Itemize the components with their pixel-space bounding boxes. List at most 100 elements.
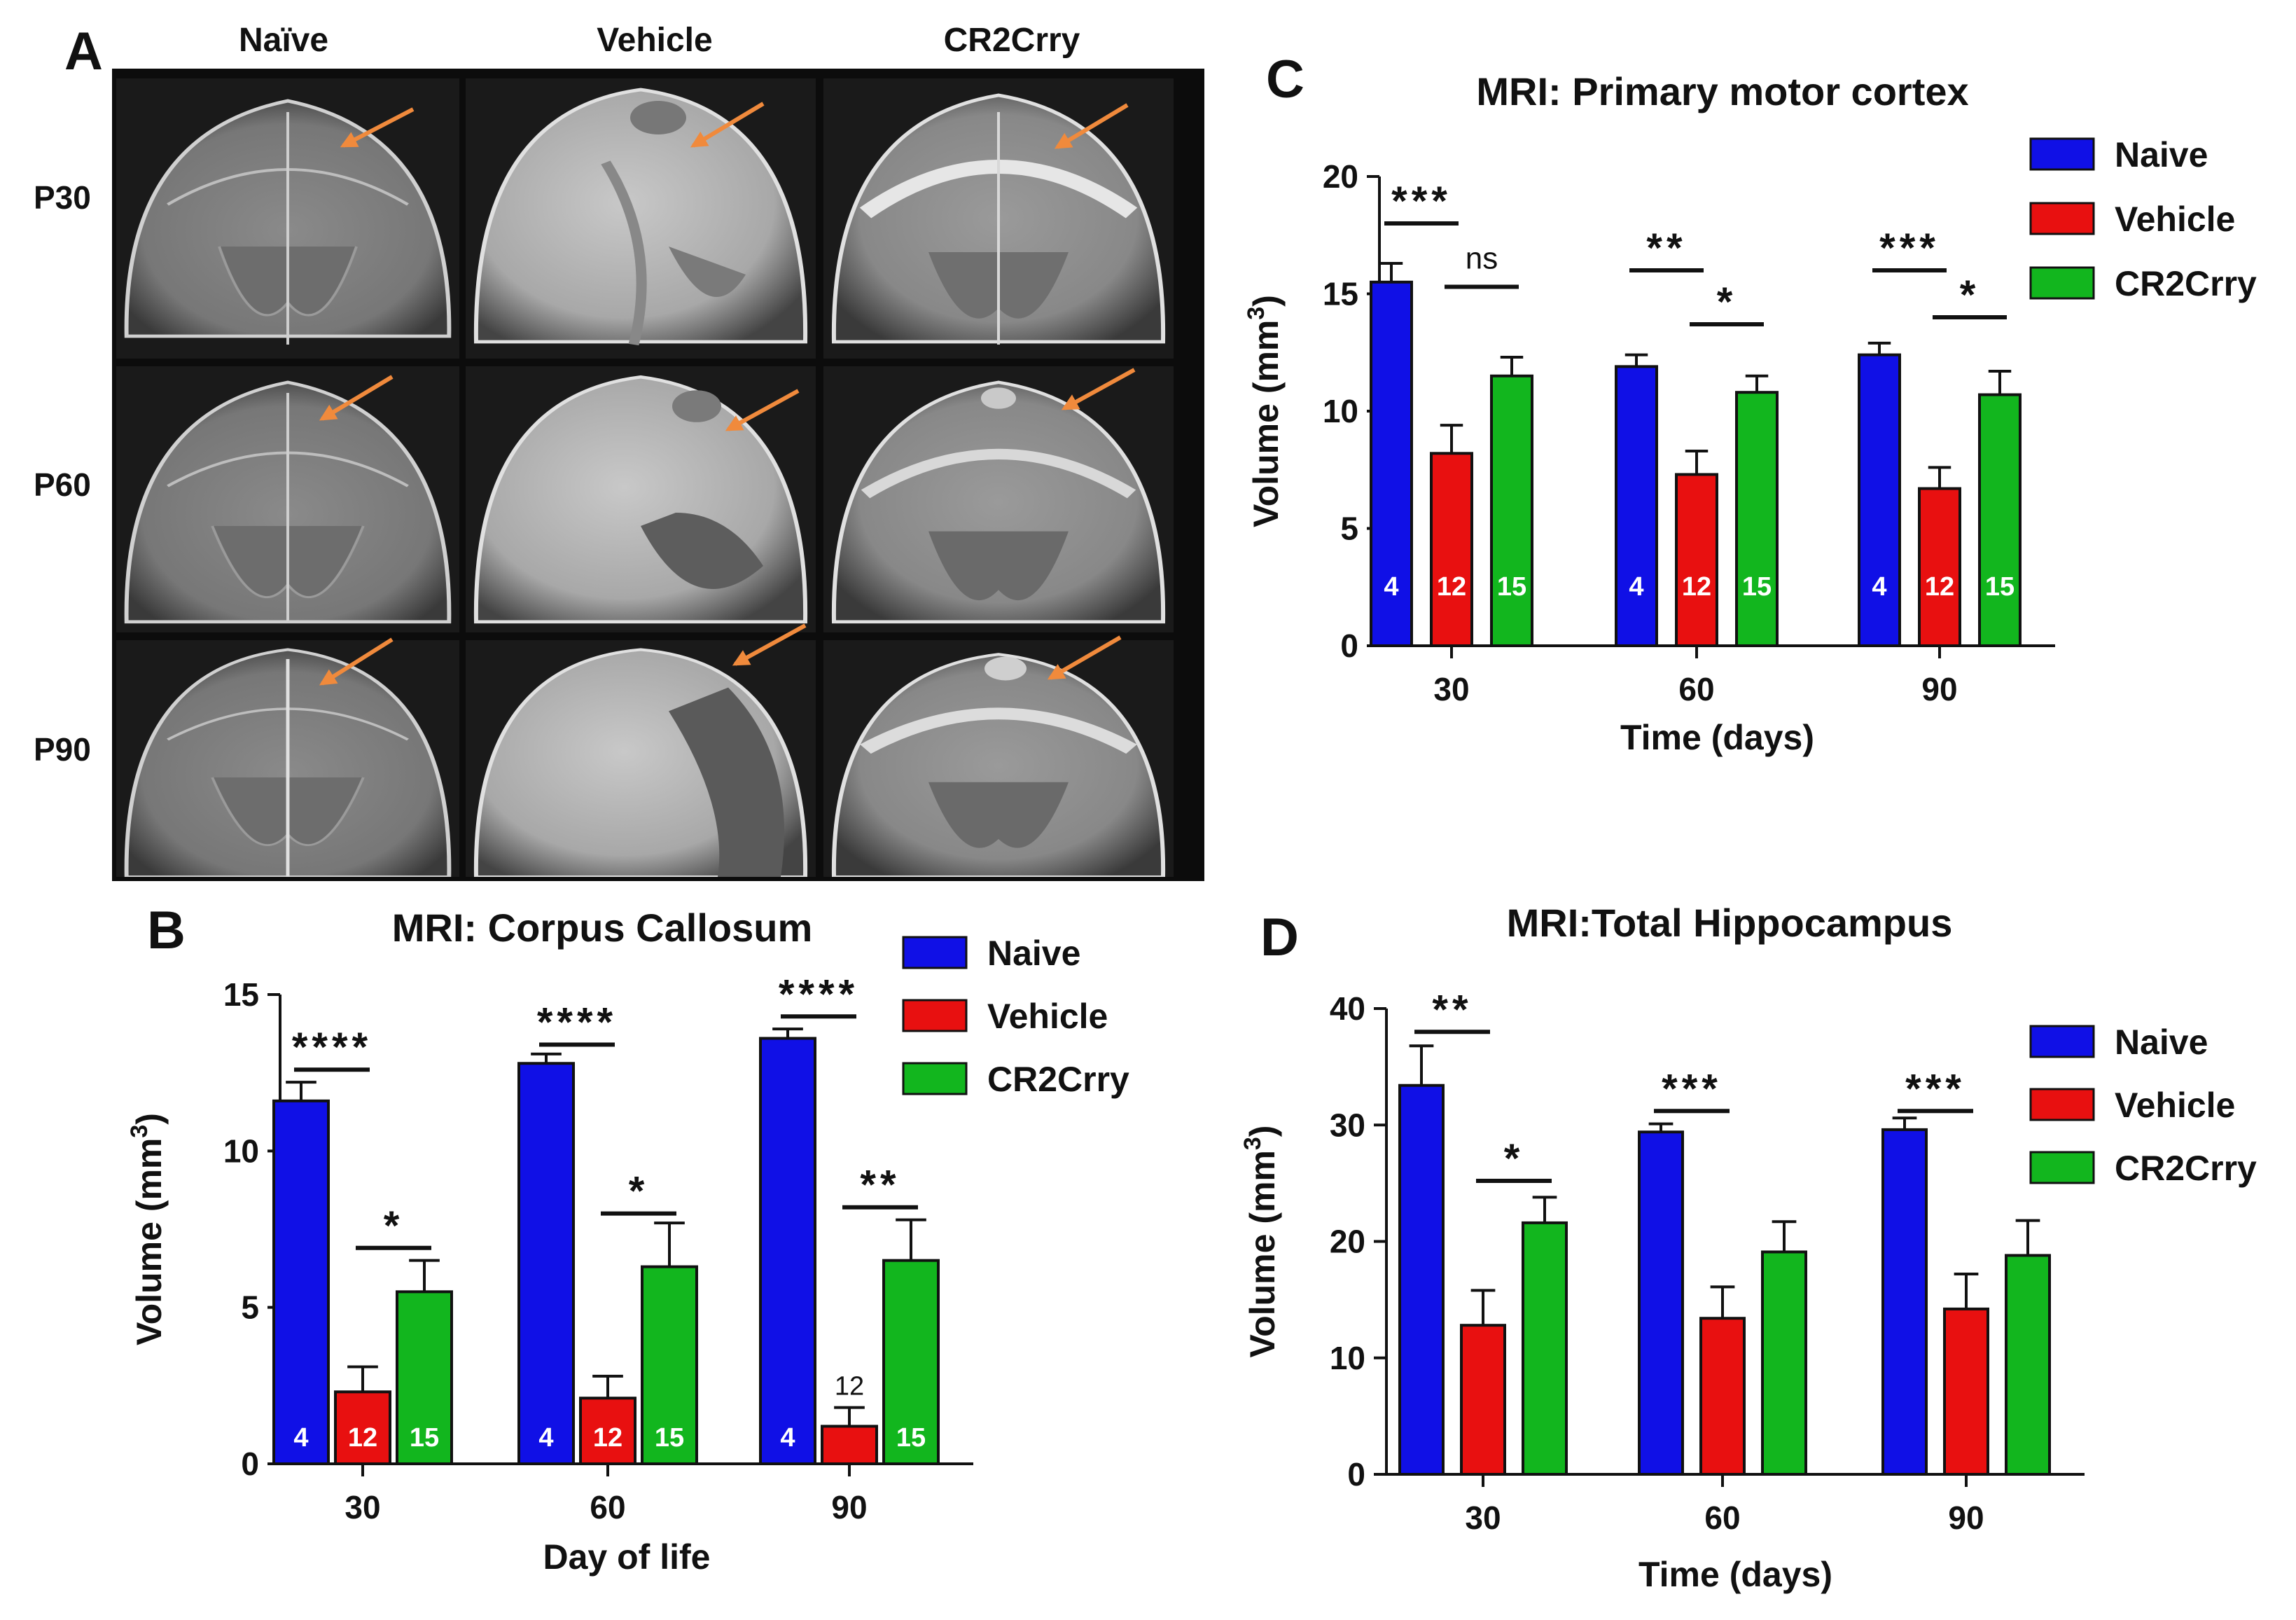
legend-swatch [902, 936, 968, 969]
mri-tile-vehicle-p90 [466, 640, 816, 877]
mri-tile-cr2crry-p90 [823, 640, 1174, 877]
legend-swatch [2029, 1151, 2095, 1184]
mri-tile-naive-p90 [116, 640, 459, 877]
mri-tile-cr2crry-p60 [823, 366, 1174, 632]
legend-swatch [2029, 1025, 2095, 1058]
bar [1370, 280, 1413, 647]
bar [334, 1390, 391, 1465]
mri-tile-naive-p30 [116, 78, 459, 359]
sample-size-label: 15 [896, 1423, 926, 1453]
legend-entry: Naive [2115, 1023, 2208, 1062]
significance-label: *** [1391, 179, 1452, 224]
y-tick-label: 10 [223, 1133, 259, 1169]
x-tick-label: 90 [831, 1489, 867, 1525]
sample-size-label: 12 [1682, 572, 1711, 602]
column-header-vehicle: Vehicle [597, 22, 713, 59]
x-tick-label: 60 [1678, 671, 1714, 707]
bar [1943, 1307, 1989, 1476]
significance-label: **** [779, 971, 858, 1017]
row-header-p30: P30 [34, 179, 91, 216]
y-tick-label: 20 [1330, 1224, 1365, 1260]
bar [272, 1099, 330, 1466]
x-tick-label: 30 [345, 1489, 380, 1525]
row-header-p90: P90 [34, 731, 91, 768]
significance-label: * [1504, 1136, 1524, 1182]
significance-label: *** [1905, 1066, 1965, 1112]
x-axis-label: Time (days) [1638, 1555, 1832, 1594]
y-tick-label: 10 [1323, 393, 1358, 429]
mri-tile-cr2crry-p30 [823, 78, 1174, 359]
y-tick-label: 5 [1340, 511, 1358, 547]
legend-entry: Vehicle [2115, 1086, 2235, 1125]
significance-label: ns [1466, 241, 1498, 275]
legend-entry: CR2Crry [2115, 264, 2257, 303]
bar [2005, 1254, 2051, 1476]
sample-size-label: 4 [1384, 572, 1398, 602]
bar [1918, 487, 1961, 647]
sample-size-label: 12 [593, 1423, 622, 1453]
chart-d-total-hippocampus: MRI:Total Hippocampus 0 10 20 30 40 Volume (mm… [1239, 901, 2257, 1594]
legend-entry: CR2Crry [987, 1060, 1129, 1099]
y-tick-label: 0 [241, 1446, 259, 1482]
sample-size-label: 4 [780, 1423, 795, 1453]
mri-tile-vehicle-p30 [466, 78, 816, 359]
legend-swatch [2029, 137, 2095, 171]
bar [1881, 1128, 1928, 1476]
y-tick-label: 40 [1330, 990, 1365, 1027]
chart-title: MRI:Total Hippocampus [1507, 901, 1953, 945]
bar [396, 1290, 453, 1465]
sample-size-label: 12 [348, 1423, 377, 1453]
legend-entry: Naive [2115, 135, 2208, 174]
significance-label: ** [1432, 987, 1472, 1032]
column-header-cr2crry: CR2Crry [943, 22, 1080, 59]
chart-c-primary-motor-cortex: MRI: Primary motor cortex 0 5 10 15 20 Volume … [1243, 69, 2257, 757]
mri-tile-naive-p60 [116, 366, 459, 632]
bar [1430, 452, 1473, 647]
y-tick-label: 15 [1323, 276, 1358, 312]
significance-label: * [384, 1203, 404, 1249]
x-tick-label: 90 [1921, 671, 1957, 707]
sample-size-label: 15 [1742, 572, 1772, 602]
significance-label: ** [860, 1163, 900, 1208]
bar [1675, 473, 1718, 648]
legend-entry: Vehicle [987, 997, 1108, 1036]
chart-title: MRI: Primary motor cortex [1476, 69, 1968, 113]
sample-size-label: 15 [410, 1423, 439, 1453]
bar [1699, 1317, 1746, 1476]
orange-arrow-icons [319, 102, 1136, 686]
sample-size-label: 4 [538, 1423, 553, 1453]
y-tick-label: 20 [1323, 158, 1358, 195]
significance-label: * [629, 1169, 649, 1214]
x-axis-label: Time (days) [1620, 718, 1814, 757]
y-tick-label: 10 [1330, 1340, 1365, 1376]
panel-a-letter: A [64, 22, 103, 81]
significance-label: **** [537, 999, 617, 1045]
bar [821, 1425, 878, 1466]
sample-size-label: 12 [1925, 572, 1954, 602]
y-tick-label: 30 [1330, 1107, 1365, 1143]
y-tick-label: 5 [241, 1289, 259, 1326]
panel-c-letter: C [1266, 50, 1304, 109]
significance-label: **** [292, 1025, 372, 1070]
bar [1638, 1130, 1684, 1476]
legend-entry: CR2Crry [2115, 1149, 2257, 1188]
legend-swatch [2029, 202, 2095, 235]
sample-size-label: 15 [655, 1423, 684, 1453]
significance-label: *** [1879, 226, 1940, 271]
panel-b-letter: B [147, 901, 186, 960]
legend-swatch [2029, 266, 2095, 300]
y-axis-label: Volume (mm3) [1239, 1126, 1282, 1358]
sample-size-label: 4 [1629, 572, 1643, 602]
chart-title: MRI: Corpus Callosum [392, 906, 812, 950]
sample-size-label: 4 [1872, 572, 1886, 602]
x-axis-label: Day of life [543, 1537, 711, 1577]
bar [1735, 391, 1779, 647]
bar [1615, 365, 1658, 647]
bar [1978, 393, 2022, 647]
mri-tile-vehicle-p60 [466, 366, 816, 632]
y-tick-label: 0 [1340, 628, 1358, 664]
chart-b-corpus-callosum: MRI: Corpus Callosum 0 5 10 15 Volume (mm3) 30… [126, 906, 1129, 1577]
legend-entry: Naive [987, 934, 1080, 973]
column-header-naive: Naïve [238, 22, 329, 59]
bar [1490, 374, 1533, 647]
